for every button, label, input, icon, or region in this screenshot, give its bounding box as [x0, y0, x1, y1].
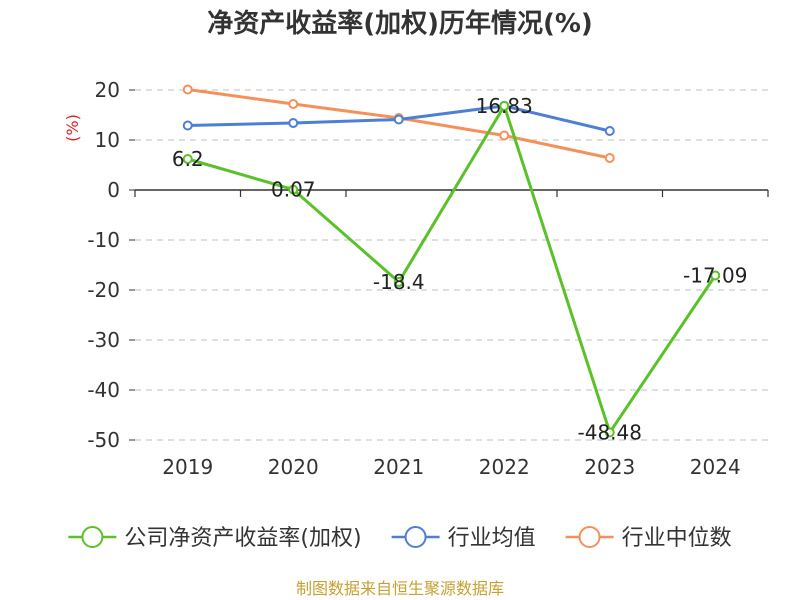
- y-tick-label: 0: [107, 178, 120, 202]
- data-point: [710, 270, 721, 281]
- series-layer: [182, 84, 721, 438]
- axis-layer: 20 10 0 -10 -20 -30 -40 -50 2019 2020 2021 2022 2023…: [87, 78, 769, 479]
- legend-marker: [404, 526, 427, 548]
- data-point: [499, 130, 510, 141]
- data-point: [288, 99, 299, 109]
- legend-label: 公司净资产收益率(加权): [124, 526, 361, 551]
- y-tick-label: 10: [95, 128, 120, 152]
- data-point: [288, 118, 299, 128]
- y-tick-label: -30: [87, 328, 120, 352]
- data-point: [182, 120, 193, 131]
- data-point: [499, 100, 510, 111]
- legend-label: 行业均值: [448, 526, 536, 551]
- data-label-layer: 6.2 0.07 -18.4 16.83 -48.48 -17.09: [172, 94, 748, 445]
- legend-marker: [578, 526, 601, 548]
- y-tick-label: -20: [87, 278, 120, 302]
- data-label: 6.2: [172, 147, 204, 171]
- x-tick-label: 2022: [479, 455, 530, 479]
- source-note: 制图数据来自恒生聚源数据库: [296, 579, 504, 598]
- x-tick-label: 2024: [690, 455, 741, 479]
- x-tick-label: 2020: [268, 455, 319, 479]
- x-tick-label: 2023: [584, 455, 635, 479]
- legend: 公司净资产收益率(加权) 行业均值 行业中位数: [68, 526, 732, 551]
- y-tick-label: -50: [87, 428, 120, 452]
- data-point: [182, 84, 193, 95]
- data-label: -48.48: [578, 420, 642, 444]
- data-point: [604, 427, 615, 438]
- data-point: [182, 154, 193, 164]
- data-point: [604, 153, 615, 163]
- y-tick-label: 20: [95, 78, 120, 102]
- chart-title: 净资产收益率(加权)历年情况(%): [207, 8, 593, 39]
- series-line: [187, 104, 717, 434]
- data-point: [393, 277, 404, 287]
- data-label: 16.83: [476, 94, 533, 118]
- data-point: [604, 126, 615, 136]
- legend-marker: [81, 526, 104, 548]
- x-tick-label: 2021: [373, 455, 424, 479]
- grid-layer: [135, 89, 768, 441]
- y-tick-label: -10: [87, 228, 120, 252]
- y-tick-label: -40: [87, 378, 120, 402]
- data-label: -18.4: [373, 270, 425, 294]
- x-tick-label: 2019: [162, 455, 213, 479]
- data-point: [393, 114, 404, 125]
- y-axis-label: (%): [63, 114, 82, 142]
- data-label: -17.09: [683, 263, 747, 287]
- legend-label: 行业中位数: [622, 526, 732, 551]
- data-label: 0.07: [271, 178, 316, 202]
- data-point: [288, 184, 299, 195]
